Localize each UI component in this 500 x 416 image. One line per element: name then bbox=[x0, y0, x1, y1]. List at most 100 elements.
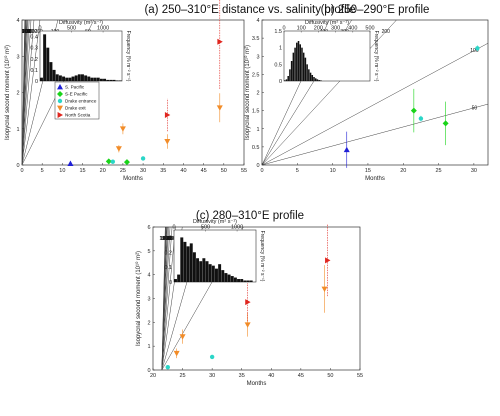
contour-label: 400 bbox=[26, 29, 35, 35]
histogram-bar bbox=[304, 57, 307, 81]
inset-y-tick-label: 0.2 bbox=[30, 57, 38, 63]
y-tick-label: 4 bbox=[256, 18, 259, 24]
y-tick-label: 0 bbox=[256, 163, 259, 169]
x-axis-label: Months bbox=[123, 176, 143, 182]
histogram-bar bbox=[118, 80, 122, 81]
x-tick-label: 55 bbox=[241, 168, 247, 174]
panel-title: (c) 280–310°E profile bbox=[196, 210, 304, 222]
data-point bbox=[67, 160, 74, 166]
histogram-bar bbox=[296, 42, 298, 81]
histogram-bar bbox=[77, 74, 81, 81]
panel-b: (b) 250–290°E profile5010020030040005101… bbox=[244, 4, 489, 182]
histogram-bar bbox=[99, 78, 103, 81]
inset-top-tick-label: 200 bbox=[314, 26, 323, 32]
histogram-bar bbox=[227, 274, 231, 282]
inset-title: Diffusivity (m² s⁻¹) bbox=[59, 20, 103, 26]
histogram-bar bbox=[49, 62, 53, 81]
series-drake-entrance bbox=[418, 45, 480, 122]
inset-histogram: Diffusivity (m² s⁻¹) 0 500 1000 0 0.1 0.2 0.3 0.… bbox=[30, 20, 131, 85]
histogram-bar bbox=[211, 265, 215, 282]
contour-label: 1000 bbox=[160, 236, 171, 242]
contour-label: 700 bbox=[23, 29, 32, 35]
inset-title: Diffusivity (m² s⁻¹) bbox=[305, 20, 349, 26]
histogram-bar bbox=[308, 69, 310, 81]
histogram-bar bbox=[40, 77, 43, 81]
histogram-bar bbox=[87, 76, 91, 81]
inset-histogram: Diffusivity (m² s⁻¹) 0 100 200 300 400 500 0 0.5… bbox=[274, 20, 379, 85]
histogram-bar bbox=[316, 79, 319, 81]
histogram-bar bbox=[186, 246, 190, 282]
contour-label: 900 bbox=[162, 236, 171, 242]
series-north-scotia bbox=[164, 0, 223, 132]
histogram-bar bbox=[196, 258, 200, 282]
contour-label: 200 bbox=[382, 29, 391, 35]
histogram-bar bbox=[318, 80, 320, 81]
y-tick-label: 3 bbox=[16, 54, 19, 60]
y-tick-label: 2 bbox=[256, 91, 259, 97]
histogram-bar bbox=[103, 78, 107, 81]
inset-y-tick-label: 1.5 bbox=[274, 29, 282, 35]
contour-label: 1200 bbox=[159, 236, 170, 242]
histogram-bar bbox=[230, 276, 234, 282]
contour-label: 500 bbox=[165, 236, 174, 242]
legend-marker bbox=[57, 84, 63, 90]
inset-top-tick-label: 500 bbox=[365, 26, 374, 32]
data-point bbox=[164, 111, 171, 118]
y-tick-label: 0.5 bbox=[252, 145, 260, 151]
histogram-bar bbox=[52, 69, 56, 81]
histogram-bar bbox=[46, 47, 50, 81]
histogram-bar bbox=[58, 75, 62, 81]
contour-label: 800 bbox=[162, 236, 171, 242]
histogram-bar bbox=[284, 80, 286, 81]
x-tick-label: 50 bbox=[327, 373, 333, 379]
y-axis-label: Isopycnal second moment (10¹⁰ m²) bbox=[135, 251, 142, 346]
series-drake-entrance bbox=[110, 156, 146, 164]
x-tick-label: 10 bbox=[59, 168, 65, 174]
x-tick-label: 30 bbox=[140, 168, 146, 174]
x-axis-label: Months bbox=[247, 381, 267, 387]
histogram-bar bbox=[74, 75, 78, 81]
inset-y-tick-label: 0.5 bbox=[274, 62, 282, 68]
data-point bbox=[115, 146, 122, 152]
x-tick-label: 20 bbox=[400, 168, 406, 174]
histogram-bar bbox=[240, 279, 244, 282]
inset-top-tick-label: 1000 bbox=[97, 26, 109, 32]
histogram-bar bbox=[115, 80, 119, 81]
x-tick-label: 30 bbox=[471, 168, 477, 174]
x-tick-label: 20 bbox=[100, 168, 106, 174]
histogram-bar bbox=[65, 77, 69, 81]
histogram-bar bbox=[208, 264, 212, 282]
data-point bbox=[209, 354, 215, 360]
histogram-bar bbox=[314, 78, 317, 81]
x-tick-label: 0 bbox=[260, 168, 263, 174]
panel-c: (c) 280–310°E profile5010020030040050060… bbox=[135, 210, 363, 387]
histogram-bar bbox=[202, 258, 206, 282]
histogram-bar bbox=[199, 261, 203, 282]
inset-y-tick-label: 0.3 bbox=[30, 46, 38, 52]
data-point bbox=[244, 322, 251, 328]
histogram-bar bbox=[90, 77, 94, 81]
data-point bbox=[217, 38, 223, 45]
inset-y-label: Frequency (% m⁻² s⁻¹) bbox=[373, 31, 379, 82]
y-tick-label: 2.5 bbox=[252, 72, 260, 78]
y-tick-label: 1 bbox=[16, 127, 19, 133]
histogram-bar bbox=[301, 47, 303, 81]
inset-y-tick-label: 0.1 bbox=[30, 68, 38, 74]
y-tick-label: 6 bbox=[147, 225, 150, 231]
y-tick-label: 1 bbox=[147, 344, 150, 350]
y-tick-label: 1 bbox=[256, 127, 259, 133]
contour-label: 1100 bbox=[20, 29, 31, 35]
data-point bbox=[321, 286, 328, 292]
histogram-bar bbox=[297, 41, 300, 81]
histogram-bar bbox=[218, 264, 222, 282]
histogram-bar bbox=[289, 69, 291, 81]
y-tick-label: 2 bbox=[147, 320, 150, 326]
contour-label: 1200 bbox=[19, 29, 30, 35]
inset-top-tick-label: 0 bbox=[38, 26, 41, 32]
data-point bbox=[343, 146, 350, 153]
data-point bbox=[105, 158, 112, 165]
x-tick-label: 5 bbox=[296, 168, 299, 174]
x-tick-label: 10 bbox=[330, 168, 336, 174]
legend-marker bbox=[57, 112, 63, 118]
